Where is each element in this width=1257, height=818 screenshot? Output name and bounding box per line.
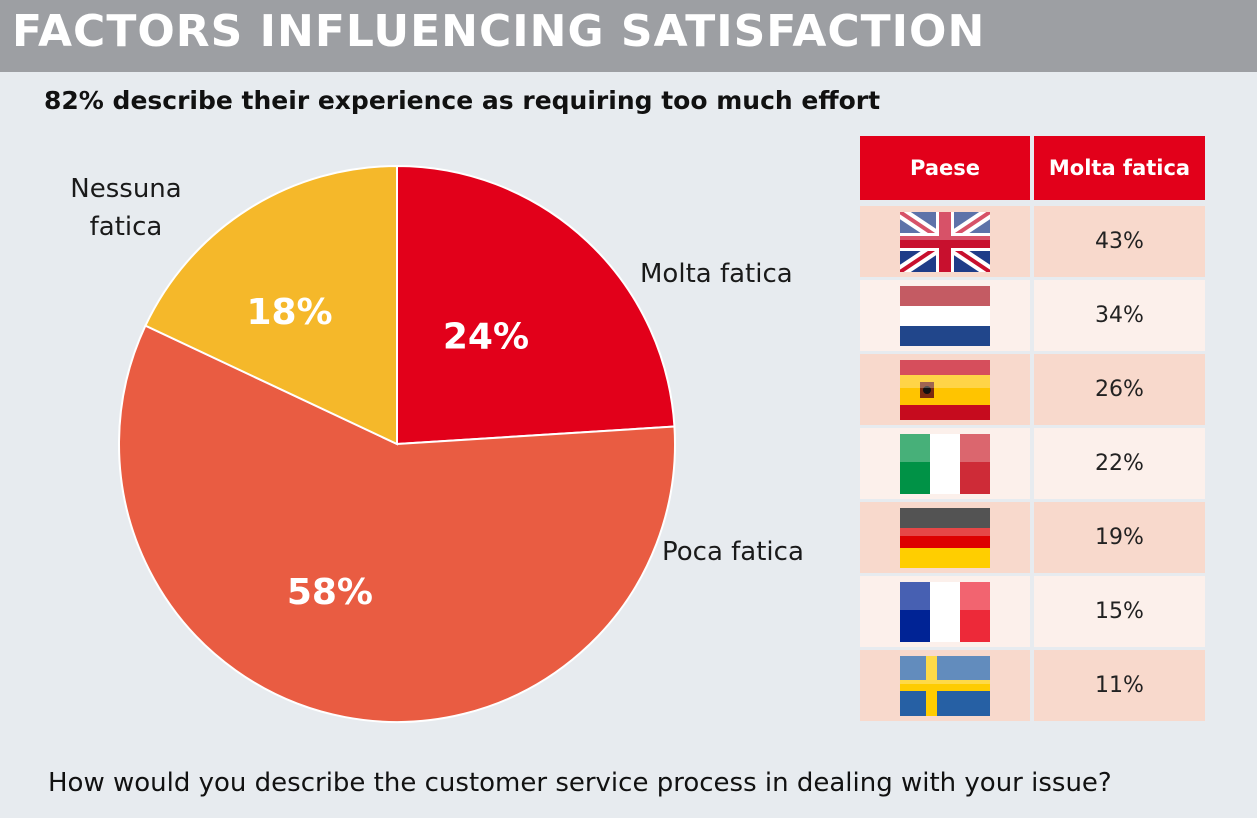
uk-flag-icon	[900, 211, 990, 272]
column-header-value: Molta fatica	[1034, 136, 1205, 200]
slice-value-label: 58%	[287, 572, 373, 613]
table-row: 43%	[860, 206, 1205, 277]
value-cell: 19%	[1034, 502, 1205, 573]
pie-slice-nessuna-fatica	[144, 164, 398, 446]
spain-flag-icon	[900, 359, 990, 420]
germany-flag-icon	[900, 507, 990, 568]
value-cell: 43%	[1034, 206, 1205, 277]
table-row: 22%	[860, 428, 1205, 499]
slice-category-label: Poca fatica	[662, 537, 804, 567]
value-cell: 22%	[1034, 428, 1205, 499]
value-cell: 11%	[1034, 650, 1205, 721]
netherlands-flag-icon	[900, 285, 990, 346]
table-row: 11%	[860, 650, 1205, 721]
pie-chart: 24% Molta fatica 58% Poca fatica 18% Nessuna f…	[70, 164, 804, 723]
table-row: 15%	[860, 576, 1205, 647]
flag-cell	[860, 280, 1030, 351]
page-title: FACTORS INFLUENCING SATISFACTION	[12, 6, 986, 57]
pie-slice-molta-fatica	[396, 164, 676, 446]
table-row: 34%	[860, 280, 1205, 351]
flag-cell	[860, 354, 1030, 425]
table-row: 26%	[860, 354, 1205, 425]
italy-flag-icon	[900, 433, 990, 494]
value-cell: 15%	[1034, 576, 1205, 647]
flag-cell	[860, 502, 1030, 573]
slice-category-label: Molta fatica	[640, 259, 793, 289]
flag-cell	[860, 650, 1030, 721]
value-cell: 26%	[1034, 354, 1205, 425]
header-bar: FACTORS INFLUENCING SATISFACTION	[0, 0, 1257, 72]
flag-cell	[860, 576, 1030, 647]
slice-value-label: 18%	[246, 292, 332, 333]
value-cell: 34%	[1034, 280, 1205, 351]
slice-category-label: Nessuna fatica	[70, 174, 181, 242]
slice-value-label: 24%	[443, 317, 529, 358]
pie-slice-poca-fatica	[118, 324, 676, 723]
chart-subtitle: 82% describe their experience as requiri…	[44, 86, 881, 115]
column-header-country: Paese	[860, 136, 1030, 200]
table-row: 19%	[860, 502, 1205, 573]
survey-question: How would you describe the customer serv…	[48, 768, 1112, 798]
flag-cell	[860, 428, 1030, 499]
sweden-flag-icon	[900, 655, 990, 716]
flag-cell	[860, 206, 1030, 277]
france-flag-icon	[900, 581, 990, 642]
